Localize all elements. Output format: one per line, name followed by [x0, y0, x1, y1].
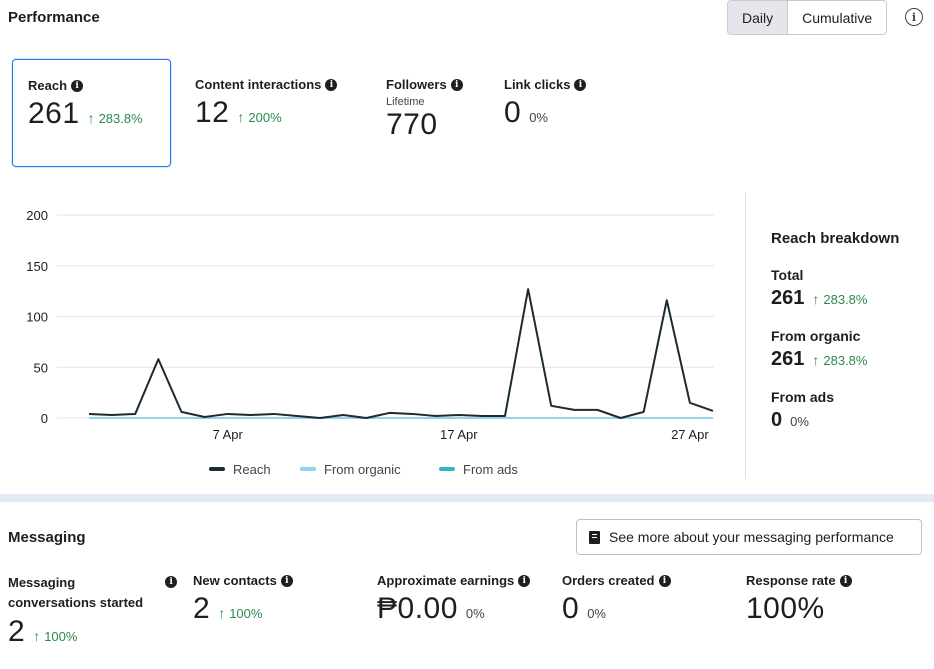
see-more-label: See more about your messaging performanc… — [609, 529, 894, 545]
breakdown-value: 0 — [771, 409, 783, 431]
metric-value: 0 — [504, 96, 522, 129]
info-icon[interactable]: i — [839, 574, 852, 587]
breakdown-label: Total — [771, 267, 804, 283]
legend-label: From ads — [463, 462, 518, 477]
metric-new-contacts[interactable]: New contacts i 2 ↑ 100% — [193, 573, 293, 626]
metric-value: 2 — [8, 615, 26, 648]
performance-title: Performance — [8, 9, 100, 26]
arrow-up-icon: ↑ — [237, 109, 245, 125]
breakdown-title: Reach breakdown — [771, 230, 900, 247]
metric-label: Approximate earnings i — [377, 573, 531, 588]
legend-label: Reach — [233, 462, 271, 477]
reach-line-chart: 0 50 100 150 200 7 Apr 17 Apr 27 Apr Reach From o… — [26, 208, 714, 477]
metric-value: 100% — [746, 592, 825, 625]
legend-swatch — [439, 467, 455, 471]
y-tick-label: 100 — [26, 310, 48, 325]
delta-badge: 0% — [790, 414, 809, 429]
arrow-up-icon: ↑ — [812, 291, 820, 307]
info-icon[interactable]: i — [658, 574, 671, 587]
series-line-reach — [88, 288, 714, 419]
see-more-messaging-button[interactable]: See more about your messaging performanc… — [576, 519, 922, 555]
daily-button[interactable]: Daily — [728, 1, 789, 34]
legend-label: From organic — [324, 462, 401, 477]
metric-followers[interactable]: Followers i Lifetime 770 — [386, 77, 463, 142]
delta-badge: ↑ 283.8% — [812, 352, 868, 368]
reach-breakdown: Reach breakdown Total 261 ↑ 283.8% From o… — [771, 230, 899, 450]
metric-label: Content interactions i — [195, 77, 338, 92]
y-tick-label: 0 — [41, 411, 48, 426]
arrow-up-icon: ↑ — [33, 628, 41, 644]
delta-badge: ↑ 100% — [218, 605, 263, 621]
delta-badge: 0% — [465, 606, 485, 621]
info-icon[interactable]: i — [574, 78, 587, 91]
metric-value: 770 — [386, 108, 438, 141]
info-icon[interactable]: i — [518, 574, 531, 587]
info-icon[interactable]: i — [71, 79, 84, 92]
x-tick-label: 17 Apr — [440, 427, 478, 442]
view-toggle: Daily Cumulative — [727, 0, 888, 35]
metric-approximate-earnings[interactable]: Approximate earnings i ₱0.00 0% — [377, 573, 531, 626]
metric-label: Messaging conversations started — [8, 575, 144, 610]
book-icon — [589, 530, 600, 544]
metric-response-rate[interactable]: Response rate i 100% — [746, 573, 852, 626]
breakdown-value: 261 — [771, 287, 805, 309]
info-icon[interactable]: i — [165, 576, 178, 588]
metric-value: 261 — [28, 97, 80, 130]
metric-label: Reach i — [28, 78, 143, 93]
messaging-title: Messaging — [8, 529, 86, 546]
breakdown-ads: From ads 0 0% — [771, 389, 899, 432]
metric-card-reach[interactable]: Reach i 261 ↑ 283.8% — [12, 59, 171, 167]
metric-sublabel: Lifetime — [386, 96, 425, 108]
breakdown-total: Total 261 ↑ 283.8% — [771, 267, 899, 310]
metric-label: Followers i — [386, 77, 463, 92]
y-tick-label: 50 — [34, 360, 48, 375]
breakdown-label: From ads — [771, 389, 835, 405]
breakdown-value: 261 — [771, 348, 805, 370]
metric-value: 0 — [562, 592, 580, 625]
y-tick-label: 150 — [26, 259, 48, 274]
breakdown-label: From organic — [771, 328, 861, 344]
metric-label: Response rate i — [746, 573, 852, 588]
metric-value: 2 — [193, 592, 211, 625]
breakdown-organic: From organic 261 ↑ 283.8% — [771, 328, 899, 371]
metric-content-interactions[interactable]: Content interactions i 12 ↑ 200% — [195, 77, 338, 130]
delta-badge: ↑ 200% — [237, 109, 282, 125]
metric-label: Orders created i — [562, 573, 671, 588]
reach-chart: 0 50 100 150 200 7 Apr 17 Apr 27 Apr Reach From o… — [0, 190, 740, 490]
arrow-up-icon: ↑ — [812, 352, 820, 368]
delta-badge: ↑ 283.8% — [812, 291, 868, 307]
x-tick-label: 27 Apr — [671, 427, 709, 442]
delta-badge: 0% — [529, 110, 548, 125]
x-tick-label: 7 Apr — [212, 427, 243, 442]
info-icon[interactable]: i — [450, 78, 463, 91]
arrow-up-icon: ↑ — [218, 605, 226, 621]
divider — [745, 192, 746, 479]
info-icon[interactable]: i — [325, 78, 338, 91]
metric-link-clicks[interactable]: Link clicks i 0 0% — [504, 77, 587, 130]
arrow-up-icon: ↑ — [87, 110, 95, 126]
metric-label: New contacts i — [193, 573, 293, 588]
y-tick-label: 200 — [26, 208, 48, 223]
metric-conversations-started[interactable]: Messaging conversations started i 2 ↑ 100… — [8, 573, 178, 649]
legend-swatch — [300, 467, 316, 471]
section-separator — [0, 494, 934, 502]
metric-label: Link clicks i — [504, 77, 587, 92]
metric-value: 12 — [195, 96, 230, 129]
info-icon[interactable]: i — [905, 8, 923, 26]
metric-value: ₱0.00 — [377, 592, 458, 625]
legend-swatch — [209, 467, 225, 471]
info-icon[interactable]: i — [280, 574, 293, 587]
delta-badge: ↑ 283.8% — [87, 110, 143, 126]
metric-orders-created[interactable]: Orders created i 0 0% — [562, 573, 671, 626]
delta-badge: 0% — [587, 606, 606, 621]
cumulative-button[interactable]: Cumulative — [802, 9, 873, 26]
delta-badge: ↑ 100% — [33, 628, 78, 644]
